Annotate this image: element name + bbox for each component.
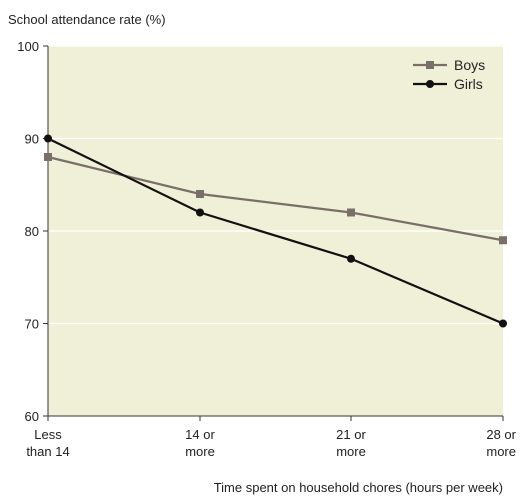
x-tick-label-line: Less [34, 427, 62, 442]
x-tick-label-line: more [336, 444, 366, 459]
point-girls-3 [499, 319, 507, 328]
x-tick-label-line: than 14 [26, 444, 69, 459]
x-tick-label-1: 14 or more [185, 427, 215, 459]
legend-marker-boys [426, 61, 434, 69]
x-axis-ticks: Less than 14 14 or more 21 or more 28 or more [26, 416, 517, 459]
y-tick-label-100: 100 [17, 39, 39, 54]
gridlines [48, 45, 503, 325]
point-boys-2 [347, 208, 355, 217]
y-axis-ticks: 60 70 80 90 100 [17, 39, 48, 424]
legend-label-girls: Girls [454, 76, 483, 92]
point-girls-0 [44, 134, 52, 143]
legend: Boys Girls [413, 57, 485, 92]
x-tick-label-3: 28 or more [486, 427, 516, 459]
x-tick-label-line: 14 or [185, 427, 215, 442]
x-tick-label-line: 21 or [336, 427, 366, 442]
x-tick-label-line: 28 or [486, 427, 516, 442]
legend-marker-girls [426, 80, 434, 88]
point-boys-3 [499, 236, 507, 245]
y-tick-label-90: 90 [25, 132, 39, 147]
y-tick-label-60: 60 [25, 409, 39, 424]
point-boys-0 [44, 153, 52, 161]
x-tick-label-0: Less than 14 [26, 427, 69, 459]
point-boys-1 [196, 190, 204, 198]
point-girls-2 [347, 254, 355, 263]
y-axis-title: School attendance rate (%) [8, 12, 166, 27]
series-group [44, 134, 507, 328]
legend-label-boys: Boys [454, 57, 485, 73]
x-tick-label-line: more [185, 444, 215, 459]
y-tick-label-70: 70 [25, 317, 39, 332]
x-tick-label-2: 21 or more [336, 427, 366, 459]
series-line-girls [47, 137, 504, 325]
x-axis-title: Time spent on household chores (hours pe… [214, 480, 503, 495]
y-tick-label-80: 80 [25, 224, 39, 239]
point-girls-1 [196, 208, 204, 217]
x-tick-label-line: more [486, 444, 516, 459]
